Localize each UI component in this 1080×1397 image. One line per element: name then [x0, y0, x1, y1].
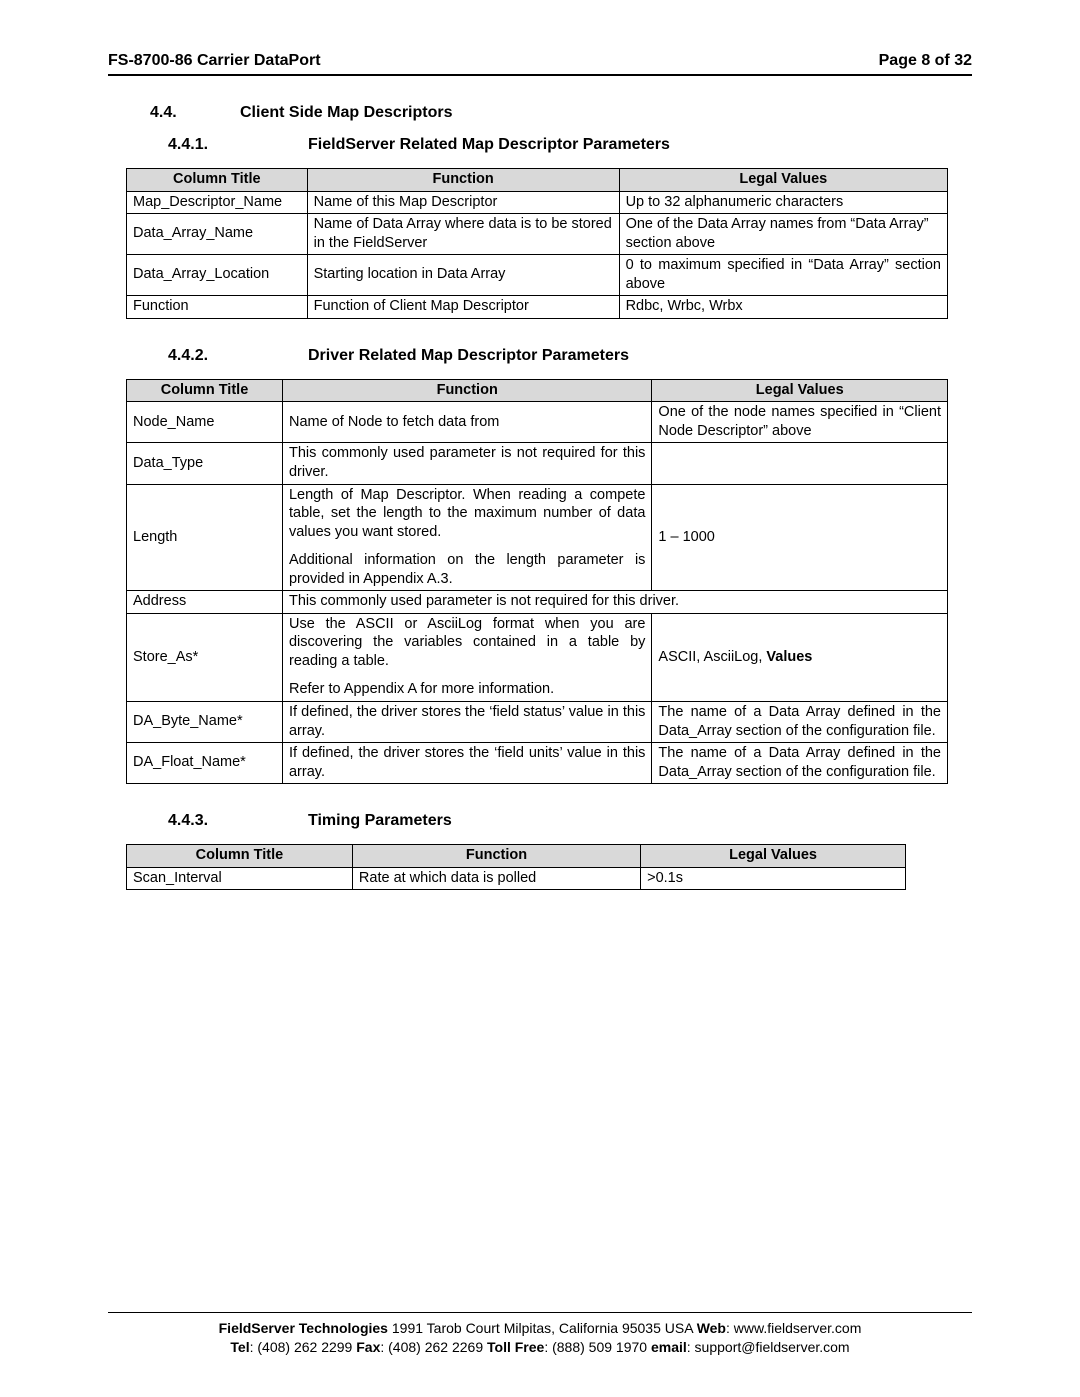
- section-title: FieldServer Related Map Descriptor Param…: [308, 136, 670, 154]
- table-cell: Starting location in Data Array: [307, 255, 619, 296]
- footer-email: : support@fieldserver.com: [687, 1339, 850, 1355]
- table-cell: 0 to maximum specified in “Data Array” s…: [619, 255, 947, 296]
- table-cell: The name of a Data Array defined in the …: [652, 702, 948, 743]
- footer-line-2: Tel: (408) 262 2299 Fax: (408) 262 2269 …: [108, 1338, 972, 1357]
- footer-tollfree-label: Toll Free: [487, 1339, 544, 1355]
- table-row: DA_Float_Name*If defined, the driver sto…: [127, 743, 948, 784]
- table-row: Store_As*Use the ASCII or AsciiLog forma…: [127, 613, 948, 701]
- table-cell: Name of this Map Descriptor: [307, 191, 619, 214]
- table-cell: This commonly used parameter is not requ…: [282, 443, 651, 484]
- table-cell: Function of Client Map Descriptor: [307, 296, 619, 319]
- header-title: FS-8700-86 Carrier DataPort: [108, 52, 321, 70]
- table-cell: If defined, the driver stores the ‘field…: [282, 702, 651, 743]
- table-row: Data_Array_LocationStarting location in …: [127, 255, 948, 296]
- table-cell: One of the node names specified in “Clie…: [652, 402, 948, 443]
- th-function: Function: [282, 379, 651, 402]
- section-number: 4.4.2.: [168, 347, 308, 365]
- footer-company: FieldServer Technologies: [219, 1320, 388, 1336]
- table-row: DA_Byte_Name*If defined, the driver stor…: [127, 702, 948, 743]
- section-title: Driver Related Map Descriptor Parameters: [308, 347, 629, 365]
- table-cell: Rdbc, Wrbc, Wrbx: [619, 296, 947, 319]
- section-title: Timing Parameters: [308, 812, 452, 830]
- footer-fax: : (408) 262 2269: [380, 1339, 487, 1355]
- table-cell: Store_As*: [127, 613, 283, 701]
- table-cell: 1 – 1000: [652, 484, 948, 591]
- table-cell: Use the ASCII or AsciiLog format when yo…: [282, 613, 651, 701]
- th-legal-values: Legal Values: [641, 845, 906, 868]
- table-cell: Address: [127, 591, 283, 614]
- table-cell: If defined, the driver stores the ‘field…: [282, 743, 651, 784]
- footer-email-label: email: [651, 1339, 687, 1355]
- footer-web-label: Web: [697, 1320, 726, 1336]
- table-cell: One of the Data Array names from “Data A…: [619, 214, 947, 255]
- table-row: FunctionFunction of Client Map Descripto…: [127, 296, 948, 319]
- table-cell: Data_Array_Name: [127, 214, 308, 255]
- table-cell: Up to 32 alphanumeric characters: [619, 191, 947, 214]
- th-legal-values: Legal Values: [652, 379, 948, 402]
- footer-tel: : (408) 262 2299: [250, 1339, 357, 1355]
- table-fieldserver-parameters: Column Title Function Legal Values Map_D…: [126, 168, 948, 319]
- footer-fax-label: Fax: [356, 1339, 380, 1355]
- section-4-4-1: 4.4.1. FieldServer Related Map Descripto…: [168, 136, 972, 154]
- table-cell: ASCII, AsciiLog, Values: [652, 613, 948, 701]
- table-timing-parameters: Column Title Function Legal Values Scan_…: [126, 844, 906, 890]
- table-row: Data_TypeThis commonly used parameter is…: [127, 443, 948, 484]
- table-cell: Length of Map Descriptor. When reading a…: [282, 484, 651, 591]
- table-row: LengthLength of Map Descriptor. When rea…: [127, 484, 948, 591]
- table-cell: [652, 443, 948, 484]
- section-4-4-2: 4.4.2. Driver Related Map Descriptor Par…: [168, 347, 972, 365]
- table-driver-parameters: Column Title Function Legal Values Node_…: [126, 379, 948, 784]
- footer-address: 1991 Tarob Court Milpitas, California 95…: [388, 1320, 697, 1336]
- table-cell: >0.1s: [641, 867, 906, 890]
- footer-tollfree: : (888) 509 1970: [544, 1339, 651, 1355]
- th-function: Function: [307, 169, 619, 192]
- th-column-title: Column Title: [127, 169, 308, 192]
- th-legal-values: Legal Values: [619, 169, 947, 192]
- page-footer: FieldServer Technologies 1991 Tarob Cour…: [108, 1312, 972, 1357]
- table-row: Node_NameName of Node to fetch data from…: [127, 402, 948, 443]
- page-header: FS-8700-86 Carrier DataPort Page 8 of 32: [108, 52, 972, 76]
- section-4-4-3: 4.4.3. Timing Parameters: [168, 812, 972, 830]
- table-cell: The name of a Data Array defined in the …: [652, 743, 948, 784]
- footer-line-1: FieldServer Technologies 1991 Tarob Cour…: [108, 1319, 972, 1338]
- section-number: 4.4.: [150, 104, 240, 122]
- th-column-title: Column Title: [127, 845, 353, 868]
- table-row: Data_Array_NameName of Data Array where …: [127, 214, 948, 255]
- th-function: Function: [352, 845, 640, 868]
- table-row: AddressThis commonly used parameter is n…: [127, 591, 948, 614]
- table-cell: DA_Byte_Name*: [127, 702, 283, 743]
- table-row: Scan_IntervalRate at which data is polle…: [127, 867, 906, 890]
- table-cell: Name of Data Array where data is to be s…: [307, 214, 619, 255]
- table-cell: Length: [127, 484, 283, 591]
- header-page-number: Page 8 of 32: [879, 52, 972, 70]
- footer-web: : www.fieldserver.com: [726, 1320, 861, 1336]
- footer-tel-label: Tel: [230, 1339, 249, 1355]
- table-cell: Data_Type: [127, 443, 283, 484]
- table-cell: Node_Name: [127, 402, 283, 443]
- table-cell: DA_Float_Name*: [127, 743, 283, 784]
- table-cell: Scan_Interval: [127, 867, 353, 890]
- table-cell: Data_Array_Location: [127, 255, 308, 296]
- table-cell: Rate at which data is polled: [352, 867, 640, 890]
- table-cell: Name of Node to fetch data from: [282, 402, 651, 443]
- section-number: 4.4.3.: [168, 812, 308, 830]
- th-column-title: Column Title: [127, 379, 283, 402]
- document-page: FS-8700-86 Carrier DataPort Page 8 of 32…: [0, 0, 1080, 1397]
- table-cell: Map_Descriptor_Name: [127, 191, 308, 214]
- table-cell: Function: [127, 296, 308, 319]
- section-number: 4.4.1.: [168, 136, 308, 154]
- table-cell: This commonly used parameter is not requ…: [282, 591, 947, 614]
- table-row: Map_Descriptor_NameName of this Map Desc…: [127, 191, 948, 214]
- section-4-4: 4.4. Client Side Map Descriptors: [150, 104, 972, 122]
- section-title: Client Side Map Descriptors: [240, 104, 453, 122]
